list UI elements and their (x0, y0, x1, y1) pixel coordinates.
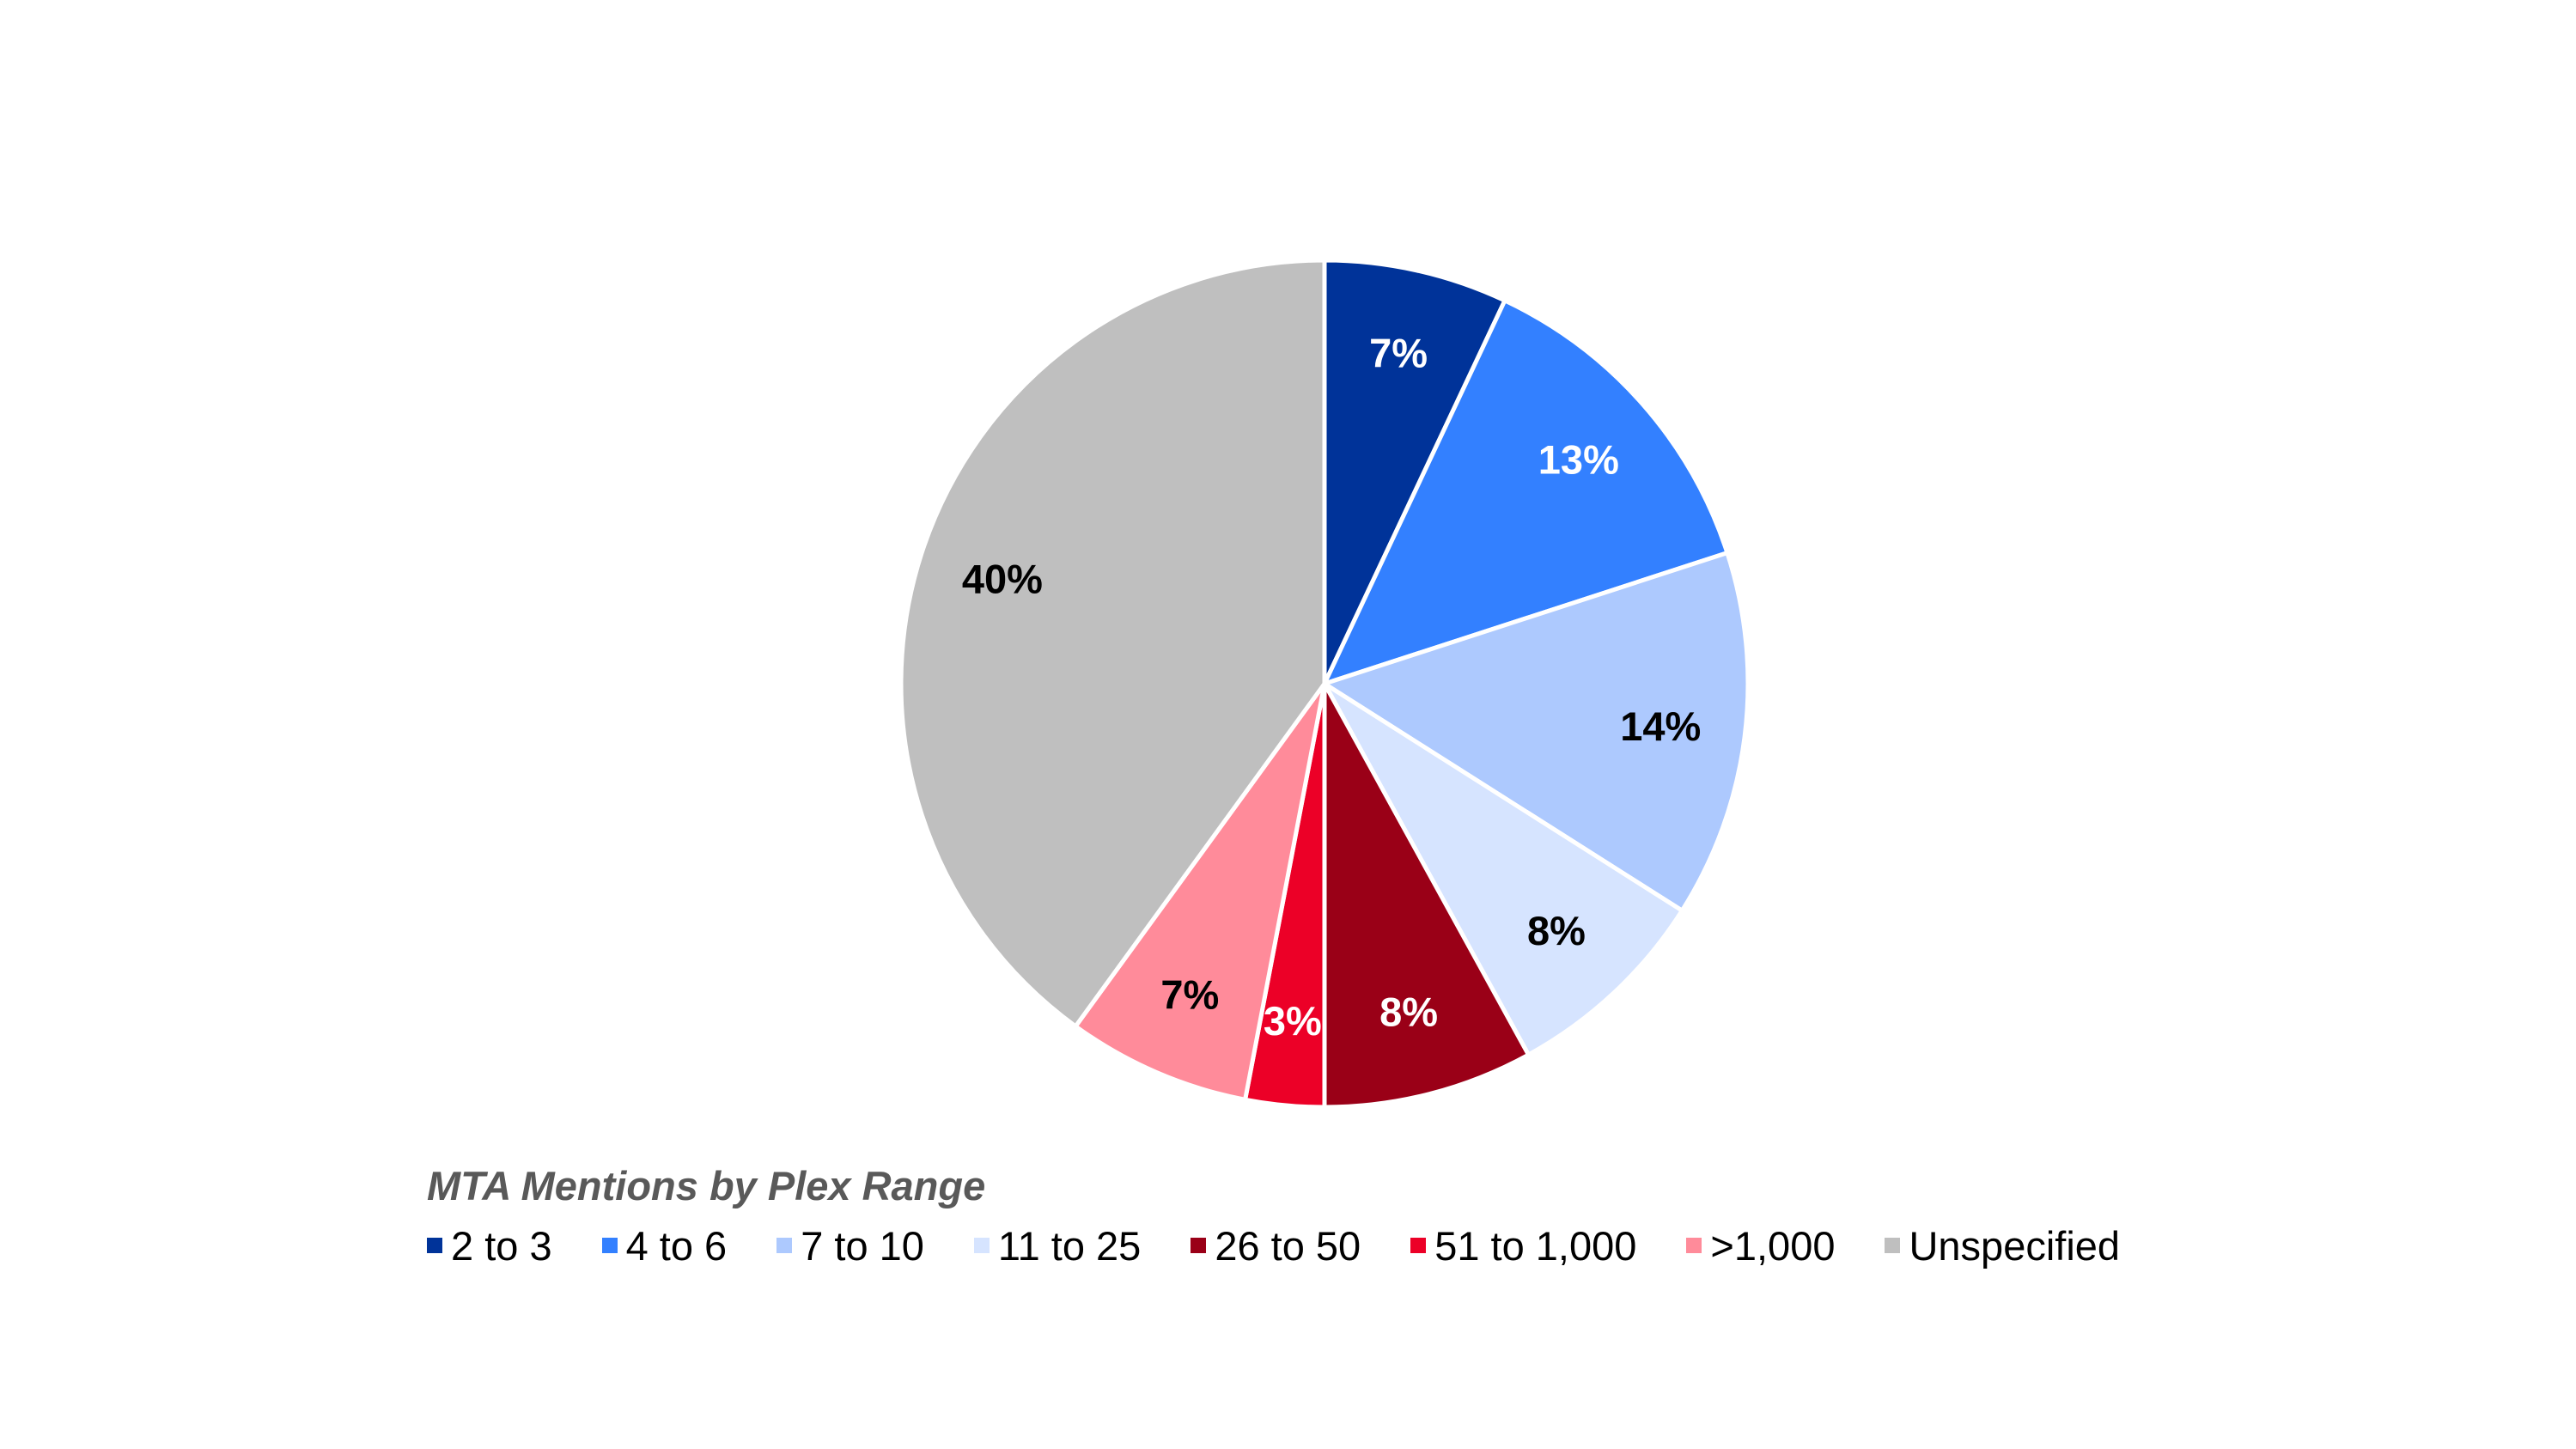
pie-slices (898, 258, 1751, 1110)
legend-item: >1,000 (1686, 1222, 1835, 1269)
legend-swatch (1885, 1238, 1901, 1253)
legend-label: 7 to 10 (801, 1222, 924, 1269)
legend-swatch (1410, 1238, 1427, 1253)
pie-slice (1322, 258, 1507, 686)
slice-data-label: 8% (1379, 989, 1438, 1035)
legend-swatch (973, 1238, 990, 1253)
legend-swatch (427, 1238, 442, 1253)
slice-data-label: 40% (962, 557, 1043, 602)
legend-item: Unspecified (1885, 1222, 2120, 1269)
slice-data-label: 7% (1369, 331, 1428, 376)
slice-data-label: 8% (1527, 908, 1586, 953)
pie-slice (1322, 681, 1684, 1057)
legend-item: 51 to 1,000 (1410, 1222, 1636, 1269)
legend-item: 26 to 50 (1191, 1222, 1361, 1269)
legend-swatch (776, 1238, 793, 1253)
slice-data-label: 14% (1620, 703, 1701, 749)
pie-slice (1322, 551, 1751, 913)
chart-title: MTA Mentions by Plex Range (427, 1163, 986, 1209)
legend-item: 7 to 10 (776, 1222, 924, 1269)
legend-item: 11 to 25 (973, 1222, 1142, 1269)
pie-data-labels: 7% 13% 14% 8% 8% 3% 7% 40% (962, 331, 1701, 1044)
legend-label: 11 to 25 (997, 1222, 1142, 1269)
pie-slice (1322, 298, 1730, 686)
legend-label: 26 to 50 (1215, 1222, 1361, 1269)
slice-data-label: 13% (1538, 437, 1619, 483)
slice-data-label: 3% (1264, 998, 1322, 1044)
chart-legend: 2 to 3 4 to 6 7 to 10 11 to 25 26 to 50 51 to… (427, 1220, 2120, 1271)
pie-slice (1322, 681, 1531, 1110)
legend-label: 51 to 1,000 (1434, 1222, 1637, 1269)
legend-swatch (601, 1238, 618, 1253)
legend-item: 2 to 3 (427, 1222, 552, 1269)
legend-label: >1,000 (1710, 1222, 1836, 1269)
legend-label: Unspecified (1909, 1222, 2121, 1269)
slice-data-label: 7% (1160, 971, 1219, 1017)
legend-swatch (1191, 1238, 1207, 1253)
legend-label: 2 to 3 (451, 1222, 552, 1269)
legend-label: 4 to 6 (625, 1222, 728, 1269)
pie-slice (898, 258, 1327, 1029)
pie-slice (1073, 681, 1327, 1102)
legend-item: 4 to 6 (601, 1222, 728, 1269)
legend-swatch (1686, 1238, 1702, 1253)
